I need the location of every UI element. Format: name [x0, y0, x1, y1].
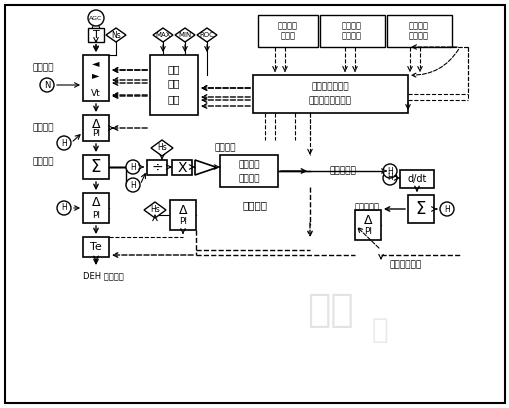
Text: H: H: [61, 138, 67, 148]
Bar: [354, 210, 380, 240]
Text: T: T: [93, 30, 99, 40]
Bar: [219, 155, 277, 187]
Text: 过程变量
偏差过大: 过程变量 偏差过大: [408, 21, 428, 41]
Bar: [172, 160, 191, 175]
Text: PI: PI: [92, 211, 100, 220]
Text: Δ: Δ: [92, 197, 100, 209]
Text: 闭锁: 闭锁: [167, 78, 180, 88]
Polygon shape: [175, 28, 194, 42]
Bar: [399, 170, 433, 188]
Bar: [252, 75, 407, 113]
Bar: [147, 160, 166, 175]
Text: ►: ►: [92, 70, 100, 80]
Text: Δ: Δ: [178, 204, 187, 217]
Text: AGC: AGC: [89, 16, 102, 20]
Bar: [169, 200, 195, 230]
Text: PI: PI: [363, 228, 371, 237]
Text: H: H: [386, 166, 392, 175]
Bar: [407, 195, 433, 223]
Text: 辅机设备及过程: 辅机设备及过程: [311, 82, 349, 91]
Polygon shape: [106, 28, 126, 42]
Text: Vt: Vt: [91, 89, 101, 98]
Text: 三川: 三川: [306, 291, 353, 329]
Text: Σ: Σ: [91, 158, 101, 176]
Circle shape: [40, 78, 54, 92]
Circle shape: [382, 171, 396, 185]
Bar: [319, 15, 384, 47]
Text: 汽机主控: 汽机主控: [32, 157, 53, 166]
Circle shape: [126, 178, 140, 192]
Text: Hs: Hs: [157, 144, 166, 153]
Polygon shape: [153, 28, 173, 42]
Circle shape: [126, 160, 140, 174]
Text: MIN: MIN: [178, 32, 191, 38]
Text: N: N: [44, 80, 50, 89]
Bar: [83, 55, 109, 101]
Text: PI: PI: [92, 129, 100, 138]
Text: 至风量回路: 至风量回路: [329, 166, 356, 175]
Text: Σ: Σ: [415, 200, 426, 218]
Text: 燃料调节器: 燃料调节器: [354, 202, 379, 211]
Bar: [83, 193, 109, 223]
Text: Δ: Δ: [92, 118, 100, 131]
Text: 动态补偿: 动态补偿: [215, 144, 236, 153]
Text: 指令: 指令: [167, 64, 180, 74]
Text: DEH 功率指令: DEH 功率指令: [83, 271, 124, 281]
Text: X: X: [177, 160, 186, 175]
Text: 运行中的
辅机跳闸: 运行中的 辅机跳闸: [342, 21, 361, 41]
Text: 实时能力限制逻辑: 实时能力限制逻辑: [308, 97, 351, 106]
Polygon shape: [151, 140, 173, 156]
Bar: [386, 15, 451, 47]
Text: 逻辑: 逻辑: [167, 94, 180, 104]
Text: MAX: MAX: [155, 32, 171, 38]
Text: H: H: [61, 204, 67, 213]
Circle shape: [382, 164, 396, 178]
Circle shape: [88, 10, 104, 26]
Bar: [83, 115, 109, 141]
Text: H: H: [130, 162, 135, 171]
Text: ÷: ÷: [151, 160, 162, 175]
Polygon shape: [196, 28, 216, 42]
Polygon shape: [194, 160, 216, 175]
Text: Te: Te: [90, 242, 102, 252]
Text: 机组指令: 机组指令: [32, 64, 53, 73]
Text: 网: 网: [371, 316, 387, 344]
Text: ◄: ◄: [92, 58, 100, 68]
Circle shape: [57, 136, 71, 150]
Text: 锅炉指令: 锅炉指令: [238, 160, 259, 169]
Text: Hs: Hs: [150, 206, 159, 215]
Text: H: H: [443, 204, 449, 213]
Text: 燃料调节指令: 燃料调节指令: [389, 260, 421, 270]
Text: 实时限制: 实时限制: [238, 175, 259, 184]
Text: d/dt: d/dt: [407, 174, 426, 184]
Text: Ns: Ns: [111, 31, 121, 40]
Text: PI: PI: [179, 217, 187, 226]
Text: 锅炉主控: 锅炉主控: [242, 200, 267, 210]
Bar: [83, 237, 109, 257]
Text: ROC: ROC: [199, 32, 214, 38]
Bar: [83, 155, 109, 179]
Circle shape: [57, 201, 71, 215]
Circle shape: [439, 202, 453, 216]
Bar: [258, 15, 318, 47]
Text: 设备出力
至极限: 设备出力 至极限: [277, 21, 297, 41]
Text: H: H: [130, 180, 135, 189]
Polygon shape: [144, 202, 165, 218]
Text: Δ: Δ: [363, 213, 372, 226]
Text: 汽机主控: 汽机主控: [32, 124, 53, 133]
Bar: [88, 28, 104, 42]
Text: H: H: [386, 173, 392, 182]
Bar: [150, 55, 197, 115]
